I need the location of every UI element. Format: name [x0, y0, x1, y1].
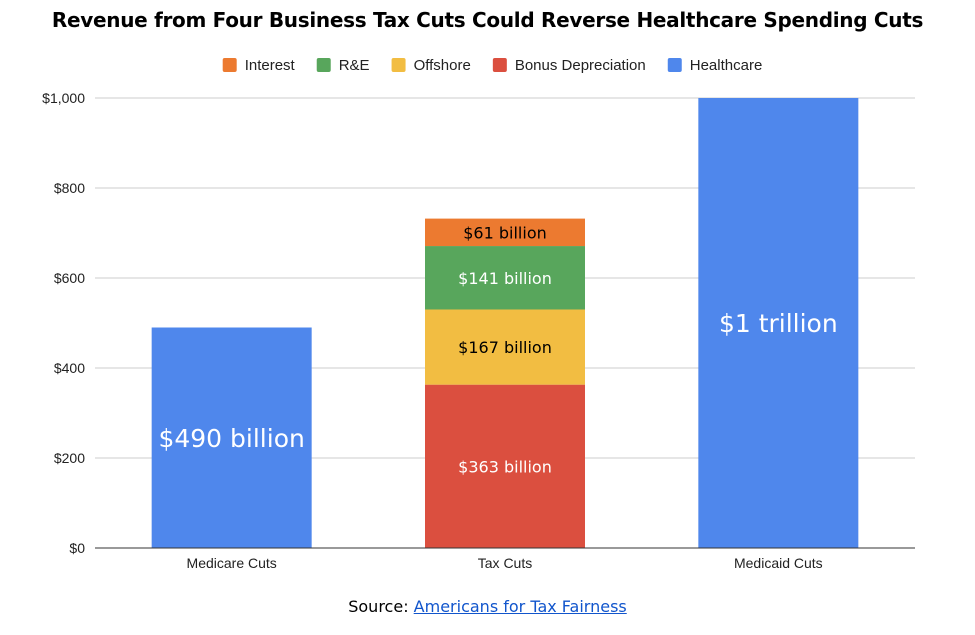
data-label-medicaid-cuts-healthcare: $1 trillion	[719, 309, 838, 338]
source-line: Source: Americans for Tax Fairness	[0, 597, 975, 616]
legend-label: Bonus Depreciation	[515, 57, 646, 74]
source-link[interactable]: Americans for Tax Fairness	[413, 597, 627, 616]
y-tick-label: $800	[54, 180, 85, 196]
legend-swatch	[316, 58, 331, 72]
y-tick-label: $200	[54, 450, 85, 466]
legend-item-interest: Interest	[222, 57, 296, 74]
y-tick-label: $1,000	[42, 90, 85, 106]
legend: Interest R&E Offshore Bonus Depreciation Hea…	[222, 57, 763, 74]
y-tick-label: $0	[69, 540, 85, 556]
x-tick-label: Medicaid Cuts	[734, 555, 823, 571]
chart-title: Revenue from Four Business Tax Cuts Coul…	[51, 8, 924, 32]
legend-swatch	[667, 58, 682, 72]
bar-tax-cuts-interest	[425, 218, 585, 247]
legend-label: Interest	[245, 57, 296, 74]
bar-medicare-cuts-healthcare	[151, 327, 312, 548]
legend-swatch	[391, 58, 406, 72]
data-label-tax-cuts-offshore: $167 billion	[458, 338, 552, 357]
data-label-medicare-cuts-healthcare: $490 billion	[158, 424, 304, 453]
legend-item-offshore: Offshore	[391, 57, 471, 74]
bar-medicaid-cuts-healthcare	[698, 98, 859, 548]
legend-item-rande: R&E	[316, 57, 370, 74]
legend-label: R&E	[339, 57, 370, 74]
legend-item-healthcare: Healthcare	[667, 57, 763, 74]
data-label-tax-cuts-rande: $141 billion	[458, 269, 552, 288]
source-prefix: Source:	[348, 597, 409, 616]
legend-swatch	[222, 58, 237, 72]
axes: $0 $200 $400 $600 $800 $1,000 Medicare Cuts Tax…	[42, 90, 915, 571]
y-tick-label: $400	[54, 360, 85, 376]
bar-tax-cuts-offshore	[425, 309, 585, 385]
x-tick-label: Medicare Cuts	[187, 555, 277, 571]
bar-labels: $490 billion $363 billion $167 billion $141…	[158, 223, 837, 476]
legend-label: Offshore	[414, 57, 471, 74]
chart-area: $490 billion $363 billion $167 billion $141…	[42, 57, 915, 571]
bar-tax-cuts-rande	[425, 246, 585, 310]
y-tick-label: $600	[54, 270, 85, 286]
x-tick-label: Tax Cuts	[478, 555, 532, 571]
legend-label: Healthcare	[690, 57, 763, 74]
bar-tax-cuts-bonus-depreciation	[425, 384, 585, 548]
legend-item-bonus-depreciation: Bonus Depreciation	[492, 57, 646, 74]
data-label-tax-cuts-interest: $61 billion	[463, 223, 547, 242]
bars	[151, 98, 859, 548]
legend-swatch	[492, 58, 507, 72]
data-label-tax-cuts-bonus-depreciation: $363 billion	[458, 457, 552, 476]
